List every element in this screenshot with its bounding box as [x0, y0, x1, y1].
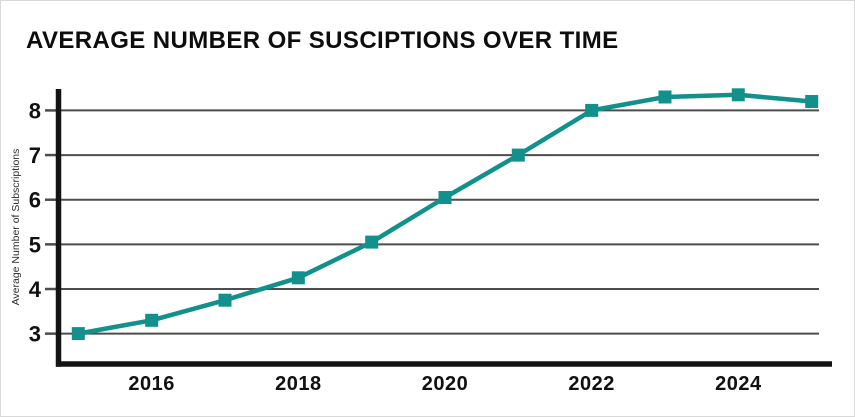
y-tick-label: 5	[29, 232, 41, 257]
x-tick-label: 2020	[422, 373, 469, 395]
data-point-2021	[511, 148, 525, 162]
x-tick-label: 2016	[128, 373, 175, 395]
data-point-2016	[145, 313, 159, 327]
x-tick-label: 2022	[568, 373, 615, 395]
y-tick-label: 6	[29, 188, 41, 213]
data-point-2019	[365, 235, 379, 249]
data-point-2015	[71, 327, 85, 341]
data-point-2020	[438, 191, 452, 204]
data-point-2018	[291, 271, 305, 285]
x-tick-label: 2024	[715, 373, 762, 395]
chart-title: AVERAGE NUMBER OF SUSCIPTIONS OVER TIME	[26, 27, 619, 54]
y-tick-label: 3	[29, 322, 41, 347]
series-line	[76, 92, 814, 336]
x-tick-label: 2018	[275, 373, 322, 395]
y-tick-label: 7	[29, 143, 41, 168]
y-tick-label: 4	[29, 277, 42, 302]
data-point-2022	[585, 103, 599, 117]
data-point-2025	[805, 95, 819, 108]
data-point-2017	[218, 293, 232, 307]
data-point-2023	[658, 90, 672, 104]
y-tick-label: 8	[29, 98, 41, 123]
data-point-2024	[731, 88, 745, 102]
